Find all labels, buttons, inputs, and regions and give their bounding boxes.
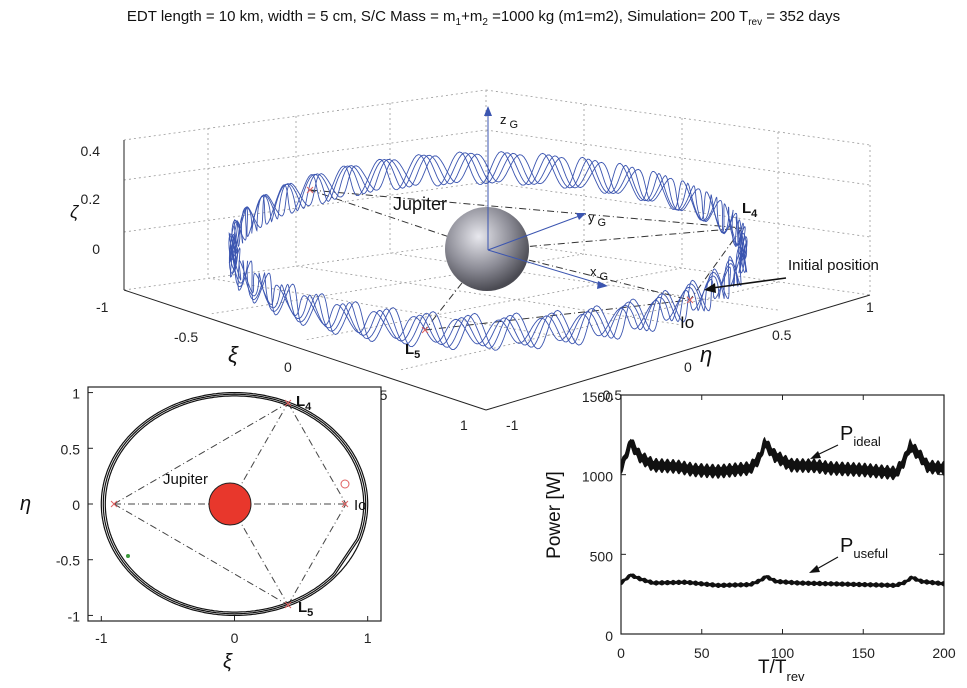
eta-tick: 1 [866, 299, 874, 315]
L5-label-3d: L5 [405, 341, 420, 361]
power-series [620, 436, 945, 589]
y-tick-label: 0 [72, 497, 80, 513]
x-axis-arrow [597, 281, 608, 289]
p-useful-label: Puseful [840, 535, 888, 561]
power-xlabel: T/Trev [758, 657, 805, 684]
x-tick-label: 1 [364, 630, 372, 646]
p-ideal-band [620, 436, 945, 481]
initial-position-label: Initial position [788, 257, 879, 274]
initial-marker-2d [340, 479, 350, 489]
y-tick-label: 1000 [582, 469, 613, 485]
x-tick-label: 0 [231, 630, 239, 646]
io-label-2d: Io [354, 497, 367, 514]
zeta-axis-label: ζ [70, 202, 80, 222]
x-tick-label: 200 [932, 645, 956, 661]
x-tick-label: 150 [852, 645, 876, 661]
power-plot-frame [620, 394, 945, 635]
initial-position-arrow [711, 277, 787, 289]
p-useful-arrow [814, 556, 839, 571]
L4-label-3d: L4 [742, 200, 758, 220]
jupiter-label-3d: Jupiter [393, 194, 447, 214]
orbit-2d-ticks: -1 0 1 1 0.5 0 -0.5 -1 [56, 386, 372, 646]
eta-tick: -0.5 [598, 387, 622, 403]
orbit-ring [102, 393, 367, 615]
plot-power: 0 50 100 150 200 0 500 1000 1500 Power [W] T/Tre… [544, 389, 956, 684]
xi-tick: -0.5 [174, 329, 198, 345]
xi-tick: 1 [460, 417, 468, 433]
L5-label-2d: L5 [298, 599, 313, 619]
orbit-loop [228, 151, 748, 351]
x-tick-label: 50 [694, 645, 710, 661]
power-ticks: 0 50 100 150 200 0 500 1000 1500 [582, 389, 956, 661]
io-label-3d: Io [680, 313, 694, 332]
plot-2d-orbit: -1 0 1 1 0.5 0 -0.5 -1 Jupiter L4 L5 Io η ξ [20, 386, 382, 673]
y-tick-label: 1 [72, 386, 80, 402]
y-tick-label: 1500 [582, 389, 613, 405]
jupiter-sphere [445, 207, 529, 291]
power-ylabel: Power [W] [544, 471, 565, 559]
xi-axis-label: ξ [228, 342, 239, 367]
eta-tick: 0.5 [772, 327, 792, 343]
y-tick-label: -1 [68, 608, 81, 624]
xi-tick: 0 [284, 359, 292, 375]
L4-label-2d: L4 [296, 393, 312, 413]
jupiter-disk [208, 482, 252, 526]
z-axis-arrow [484, 106, 492, 116]
green-marker [126, 554, 130, 558]
initial-position-arrowhead [704, 283, 716, 293]
orbit-ring [100, 392, 369, 616]
markers-3d [306, 186, 694, 334]
orbit-trajectory-2d [100, 392, 369, 616]
eta-tick: 0 [684, 359, 692, 375]
x-tick-label: 100 [771, 645, 795, 661]
frame-axes [487, 112, 605, 286]
z-tick: 0 [92, 241, 100, 257]
y-tick-label: 500 [590, 548, 614, 564]
orbit-ring [104, 395, 365, 613]
xi-axis-label-2d: ξ [223, 651, 233, 673]
eta-axis-label-2d: η [20, 493, 31, 515]
p-ideal-arrowhead [810, 451, 821, 459]
figure-title: EDT length = 10 km, width = 5 cm, S/C Ma… [126, 8, 841, 28]
y-tick-label: 0.5 [61, 441, 81, 457]
y-tick-label: 0 [605, 628, 613, 644]
eta-axis-label: η [700, 342, 712, 367]
p-ideal-label: Pideal [840, 423, 881, 449]
orbit-trajectory-3d [228, 151, 748, 351]
p-useful-arrowhead [809, 565, 820, 573]
plot-3d: 0 0.2 0.4 ζ -1 -0.5 0 0.5 1 ξ -1 -0.5 0 … [70, 89, 879, 433]
markers-2d [110, 399, 349, 609]
y-tick-label: -0.5 [56, 553, 80, 569]
y-axis-arrow [576, 213, 586, 220]
z-tick: 0.4 [81, 143, 101, 159]
axes-3d [123, 140, 871, 411]
xi-tick: -1 [96, 299, 109, 315]
x-tick-label: 0 [617, 645, 625, 661]
orbit-loop [228, 152, 748, 347]
p-useful-band [620, 573, 945, 589]
z-tick: 0.2 [81, 191, 101, 207]
jupiter-label-2d: Jupiter [163, 471, 208, 488]
x-tick-label: -1 [95, 630, 108, 646]
eta-tick: -1 [506, 417, 519, 433]
